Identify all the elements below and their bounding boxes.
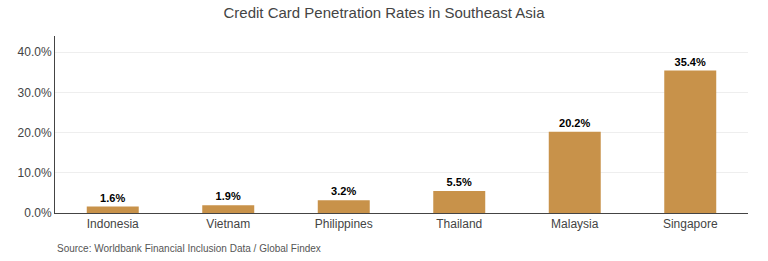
svg-text:Source: Worldbank Financial In: Source: Worldbank Financial Inclusion Da… [57,243,321,254]
svg-text:20.0%: 20.0% [18,126,52,140]
svg-text:30.0%: 30.0% [18,86,52,100]
svg-text:0.0%: 0.0% [24,206,52,220]
svg-text:3.2%: 3.2% [331,185,356,197]
svg-text:20.2%: 20.2% [559,117,590,129]
svg-text:5.5%: 5.5% [447,176,472,188]
svg-text:Philippines: Philippines [315,217,373,231]
svg-text:40.0%: 40.0% [18,45,52,59]
svg-text:Thailand: Thailand [436,217,482,231]
svg-text:Singapore: Singapore [663,217,718,231]
svg-text:Malaysia: Malaysia [551,217,599,231]
svg-text:35.4%: 35.4% [675,56,706,68]
svg-text:Credit Card Penetration Rates: Credit Card Penetration Rates in Southea… [223,4,545,21]
svg-text:1.9%: 1.9% [216,190,241,202]
svg-text:Vietnam: Vietnam [206,217,250,231]
svg-text:10.0%: 10.0% [18,166,52,180]
svg-text:1.6%: 1.6% [100,192,125,204]
svg-text:Indonesia: Indonesia [87,217,139,231]
